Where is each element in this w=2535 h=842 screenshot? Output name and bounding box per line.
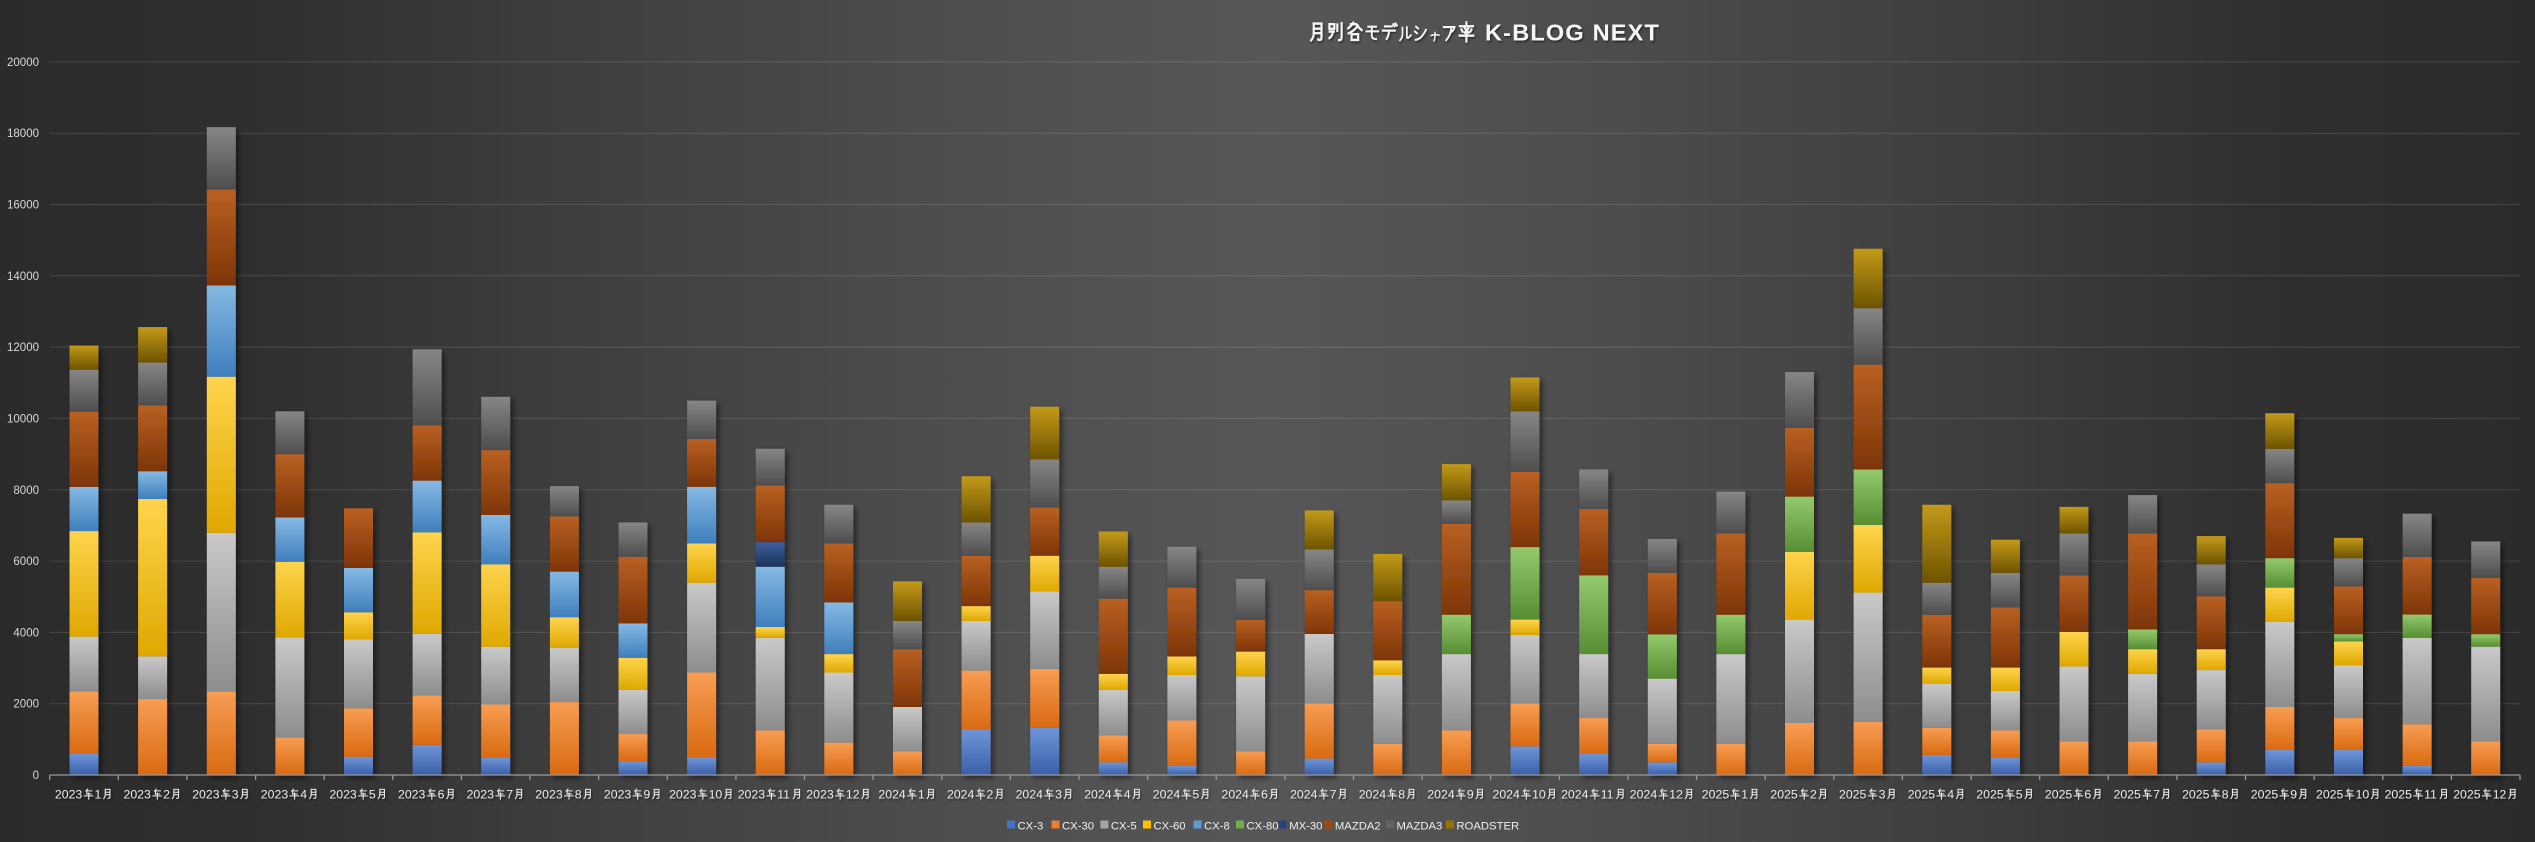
svg-text:8: 8 — [575, 788, 582, 802]
svg-text:MX-30: MX-30 — [1289, 821, 1322, 833]
svg-text:CX-80: CX-80 — [1247, 821, 1279, 833]
svg-text:2024: 2024 — [1153, 788, 1181, 802]
svg-text:10: 10 — [709, 788, 723, 802]
svg-text:2: 2 — [163, 788, 170, 802]
svg-text:4: 4 — [1947, 788, 1954, 802]
svg-text:MAZDA3: MAZDA3 — [1397, 821, 1443, 833]
svg-text:2025: 2025 — [1770, 788, 1798, 802]
svg-text:5: 5 — [1192, 788, 1199, 802]
svg-text:4: 4 — [1124, 788, 1131, 802]
svg-text:2025: 2025 — [2251, 788, 2279, 802]
svg-text:10: 10 — [1532, 788, 1546, 802]
svg-text:12: 12 — [1669, 788, 1683, 802]
svg-text:2025: 2025 — [2045, 788, 2073, 802]
svg-text:2025: 2025 — [2316, 788, 2344, 802]
svg-text:1: 1 — [95, 788, 102, 802]
svg-text:3: 3 — [1879, 788, 1886, 802]
svg-text:2025: 2025 — [1839, 788, 1867, 802]
svg-text:9: 9 — [643, 788, 650, 802]
svg-text:5: 5 — [2016, 788, 2023, 802]
svg-text:11: 11 — [1601, 788, 1614, 802]
svg-text:2: 2 — [1810, 788, 1817, 802]
svg-text:CX-30: CX-30 — [1062, 821, 1094, 833]
svg-text:4000: 4000 — [13, 627, 39, 639]
svg-text:12: 12 — [2493, 788, 2507, 802]
svg-text:K-BLOG NEXT: K-BLOG NEXT — [1485, 20, 1660, 46]
svg-text:2023: 2023 — [192, 788, 220, 802]
svg-text:2023: 2023 — [604, 788, 632, 802]
svg-text:2025: 2025 — [2453, 788, 2481, 802]
svg-text:0: 0 — [33, 770, 39, 782]
svg-text:2025: 2025 — [1976, 788, 2004, 802]
svg-text:9: 9 — [1467, 788, 1474, 802]
svg-text:3: 3 — [1055, 788, 1062, 802]
svg-text:2023: 2023 — [669, 788, 697, 802]
svg-text:2023: 2023 — [55, 788, 83, 802]
svg-text:2024: 2024 — [878, 788, 906, 802]
svg-text:CX-8: CX-8 — [1204, 821, 1230, 833]
svg-text:8: 8 — [2222, 788, 2229, 802]
svg-text:2025: 2025 — [1702, 788, 1730, 802]
svg-text:11: 11 — [777, 788, 790, 802]
svg-text:2025: 2025 — [1908, 788, 1936, 802]
svg-text:8: 8 — [1398, 788, 1405, 802]
svg-text:1: 1 — [1741, 788, 1748, 802]
svg-text:2024: 2024 — [1016, 788, 1044, 802]
svg-text:3: 3 — [232, 788, 239, 802]
svg-text:1: 1 — [918, 788, 925, 802]
svg-text:5: 5 — [369, 788, 376, 802]
svg-text:2024: 2024 — [1493, 788, 1521, 802]
svg-text:6: 6 — [1261, 788, 1268, 802]
svg-text:4: 4 — [300, 788, 307, 802]
svg-text:2024: 2024 — [1084, 788, 1112, 802]
svg-text:2024: 2024 — [947, 788, 975, 802]
svg-text:MAZDA2: MAZDA2 — [1335, 821, 1381, 833]
svg-text:2023: 2023 — [398, 788, 426, 802]
svg-text:CX-5: CX-5 — [1111, 821, 1137, 833]
svg-text:7: 7 — [506, 788, 513, 802]
svg-text:6: 6 — [2084, 788, 2091, 802]
svg-text:12: 12 — [846, 788, 860, 802]
svg-text:10000: 10000 — [7, 413, 39, 425]
svg-text:2024: 2024 — [1427, 788, 1455, 802]
svg-text:2025: 2025 — [2385, 788, 2413, 802]
svg-text:10: 10 — [2356, 788, 2370, 802]
svg-text:2025: 2025 — [2182, 788, 2210, 802]
svg-text:2024: 2024 — [1359, 788, 1387, 802]
svg-text:2023: 2023 — [261, 788, 289, 802]
svg-text:2023: 2023 — [467, 788, 495, 802]
svg-text:2024: 2024 — [1290, 788, 1318, 802]
svg-text:2025: 2025 — [2114, 788, 2142, 802]
svg-text:CX-3: CX-3 — [1018, 821, 1044, 833]
svg-text:2023: 2023 — [535, 788, 563, 802]
svg-text:18000: 18000 — [7, 128, 39, 140]
svg-text:2024: 2024 — [1222, 788, 1250, 802]
svg-text:6: 6 — [438, 788, 445, 802]
svg-text:11: 11 — [2424, 788, 2437, 802]
svg-text:2023: 2023 — [329, 788, 357, 802]
svg-text:14000: 14000 — [7, 271, 39, 283]
svg-text:20000: 20000 — [7, 57, 39, 69]
svg-text:2024: 2024 — [1561, 788, 1589, 802]
svg-text:12000: 12000 — [7, 342, 39, 354]
svg-text:2024: 2024 — [1630, 788, 1658, 802]
svg-text:2000: 2000 — [13, 699, 39, 711]
svg-text:7: 7 — [1330, 788, 1337, 802]
svg-text:2023: 2023 — [806, 788, 834, 802]
svg-text:9: 9 — [2290, 788, 2297, 802]
svg-text:6000: 6000 — [13, 556, 39, 568]
svg-text:2023: 2023 — [124, 788, 152, 802]
svg-text:8000: 8000 — [13, 485, 39, 497]
svg-text:16000: 16000 — [7, 200, 39, 212]
svg-text:CX-60: CX-60 — [1154, 821, 1186, 833]
svg-text:7: 7 — [2153, 788, 2160, 802]
svg-text:2: 2 — [987, 788, 994, 802]
svg-text:2023: 2023 — [738, 788, 766, 802]
svg-text:ROADSTER: ROADSTER — [1456, 821, 1519, 833]
